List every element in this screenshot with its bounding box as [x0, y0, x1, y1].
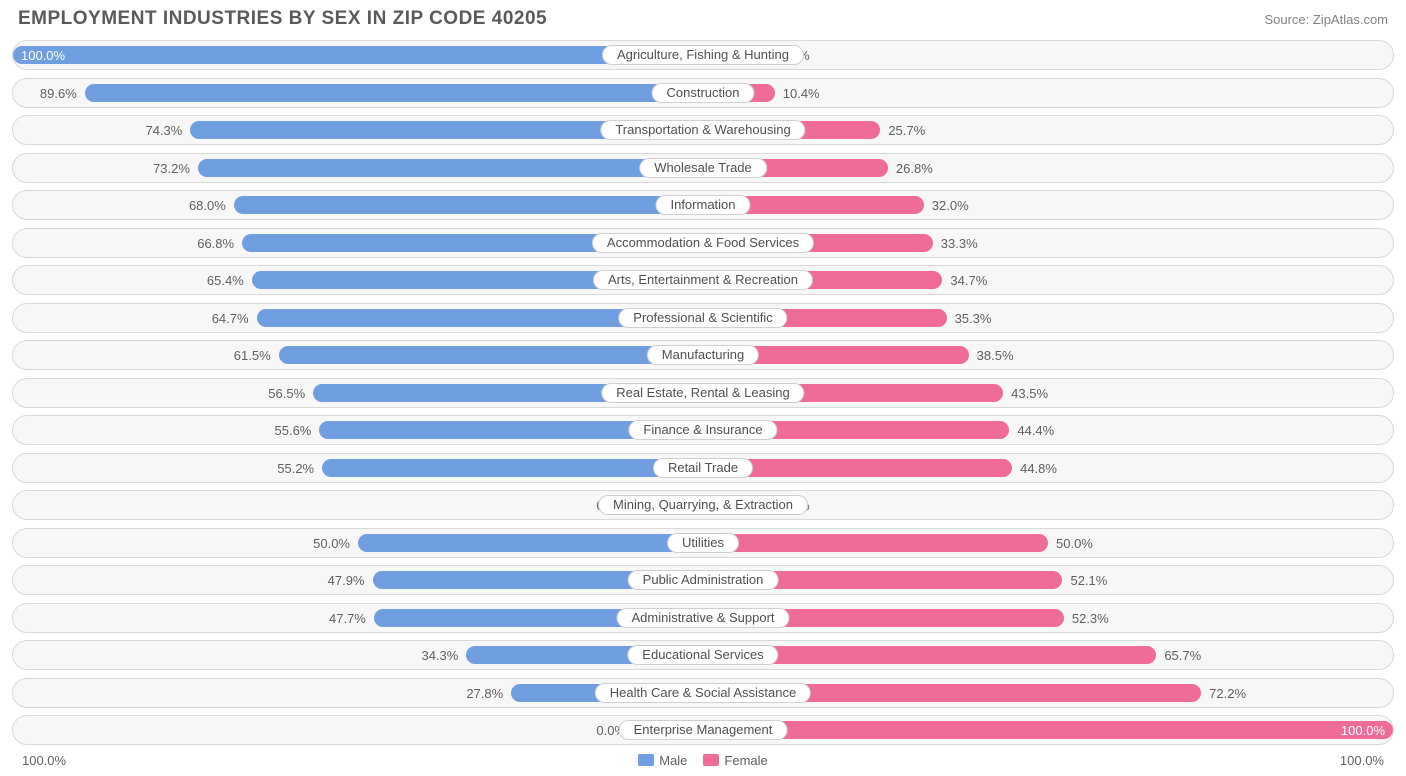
legend-male: Male — [638, 753, 687, 768]
male-pct-label: 65.4% — [207, 266, 244, 296]
male-pct-label: 100.0% — [21, 41, 65, 71]
male-pct-label: 68.0% — [189, 191, 226, 221]
chart-row: 0.0%100.0%Enterprise Management — [12, 715, 1394, 745]
male-pct-label: 61.5% — [234, 341, 271, 371]
category-label: Information — [655, 195, 750, 215]
chart-header: EMPLOYMENT INDUSTRIES BY SEX IN ZIP CODE… — [12, 8, 1394, 30]
male-bar — [13, 46, 703, 64]
male-pct-label: 55.2% — [277, 454, 314, 484]
female-pct-label: 50.0% — [1056, 529, 1093, 559]
category-label: Educational Services — [627, 645, 778, 665]
chart-row: 47.7% 52.3% Administrative & Support — [12, 603, 1394, 633]
chart-row: 55.2% 44.8% Retail Trade — [12, 453, 1394, 483]
male-bar — [322, 459, 703, 477]
male-pct-label: 74.3% — [145, 116, 182, 146]
chart-row: 100.0%0.0%Agriculture, Fishing & Hunting — [12, 40, 1394, 70]
category-label: Retail Trade — [653, 458, 753, 478]
chart-row: 61.5% 38.5% Manufacturing — [12, 340, 1394, 370]
male-pct-label: 56.5% — [268, 379, 305, 409]
female-pct-label: 72.2% — [1209, 679, 1246, 709]
chart-row: 89.6% 10.4% Construction — [12, 78, 1394, 108]
chart-row: 47.9% 52.1% Public Administration — [12, 565, 1394, 595]
category-label: Health Care & Social Assistance — [595, 683, 811, 703]
male-pct-label: 27.8% — [466, 679, 503, 709]
legend-female-label: Female — [724, 753, 767, 768]
female-swatch-icon — [703, 754, 719, 766]
chart-row: 65.4% 34.7% Arts, Entertainment & Recreati… — [12, 265, 1394, 295]
male-bar — [358, 534, 703, 552]
female-pct-label: 34.7% — [950, 266, 987, 296]
chart-row: 50.0% 50.0% Utilities — [12, 528, 1394, 558]
male-bar — [234, 196, 703, 214]
chart-row: 27.8% 72.2% Health Care & Social Assistanc… — [12, 678, 1394, 708]
chart-row: 55.6% 44.4% Finance & Insurance — [12, 415, 1394, 445]
female-bar — [703, 534, 1048, 552]
male-pct-label: 47.7% — [329, 604, 366, 634]
female-pct-label: 35.3% — [955, 304, 992, 334]
category-label: Enterprise Management — [619, 720, 788, 740]
male-swatch-icon — [638, 754, 654, 766]
category-label: Agriculture, Fishing & Hunting — [602, 45, 804, 65]
female-pct-label: 52.3% — [1072, 604, 1109, 634]
chart-row: 0.0%0.0%Mining, Quarrying, & Extraction — [12, 490, 1394, 520]
male-pct-label: 34.3% — [421, 641, 458, 671]
female-pct-label: 52.1% — [1070, 566, 1107, 596]
category-label: Transportation & Warehousing — [600, 120, 805, 140]
chart-row: 73.2% 26.8% Wholesale Trade — [12, 153, 1394, 183]
female-pct-label: 100.0% — [1341, 716, 1385, 746]
male-pct-label: 89.6% — [40, 79, 77, 109]
category-label: Administrative & Support — [616, 608, 789, 628]
category-label: Construction — [652, 83, 755, 103]
legend-female: Female — [703, 753, 767, 768]
male-bar — [279, 346, 703, 364]
chart-footer: 100.0% Male Female 100.0% — [12, 753, 1394, 768]
category-label: Accommodation & Food Services — [592, 233, 814, 253]
chart-row: 68.0% 32.0% Information — [12, 190, 1394, 220]
category-label: Wholesale Trade — [639, 158, 767, 178]
male-pct-label: 47.9% — [328, 566, 365, 596]
male-pct-label: 50.0% — [313, 529, 350, 559]
male-pct-label: 64.7% — [212, 304, 249, 334]
axis-right-label: 100.0% — [1340, 753, 1384, 768]
female-pct-label: 44.4% — [1017, 416, 1054, 446]
male-pct-label: 66.8% — [197, 229, 234, 259]
chart-row: 66.8% 33.3% Accommodation & Food Services — [12, 228, 1394, 258]
chart-title: EMPLOYMENT INDUSTRIES BY SEX IN ZIP CODE… — [18, 8, 547, 30]
male-pct-label: 73.2% — [153, 154, 190, 184]
category-label: Real Estate, Rental & Leasing — [601, 383, 804, 403]
chart-row: 64.7% 35.3% Professional & Scientific — [12, 303, 1394, 333]
female-pct-label: 25.7% — [888, 116, 925, 146]
female-pct-label: 32.0% — [932, 191, 969, 221]
female-pct-label: 10.4% — [783, 79, 820, 109]
chart-row: 56.5% 43.5% Real Estate, Rental & Leasing — [12, 378, 1394, 408]
category-label: Manufacturing — [647, 345, 759, 365]
category-label: Finance & Insurance — [628, 420, 777, 440]
male-pct-label: 55.6% — [275, 416, 312, 446]
female-pct-label: 26.8% — [896, 154, 933, 184]
category-label: Professional & Scientific — [618, 308, 787, 328]
axis-left-label: 100.0% — [22, 753, 66, 768]
category-label: Public Administration — [628, 570, 779, 590]
legend-male-label: Male — [659, 753, 687, 768]
male-bar — [85, 84, 703, 102]
female-pct-label: 38.5% — [977, 341, 1014, 371]
category-label: Mining, Quarrying, & Extraction — [598, 495, 808, 515]
category-label: Utilities — [667, 533, 739, 553]
female-pct-label: 33.3% — [941, 229, 978, 259]
male-bar — [198, 159, 703, 177]
legend: Male Female — [638, 753, 768, 768]
chart-source: Source: ZipAtlas.com — [1264, 12, 1388, 27]
category-label: Arts, Entertainment & Recreation — [593, 270, 813, 290]
female-pct-label: 44.8% — [1020, 454, 1057, 484]
female-pct-label: 65.7% — [1164, 641, 1201, 671]
female-pct-label: 43.5% — [1011, 379, 1048, 409]
chart-row: 74.3% 25.7% Transportation & Warehousing — [12, 115, 1394, 145]
chart-row: 34.3% 65.7% Educational Services — [12, 640, 1394, 670]
female-bar — [703, 721, 1393, 739]
diverging-bar-chart: 100.0%0.0%Agriculture, Fishing & Hunting… — [12, 40, 1394, 745]
